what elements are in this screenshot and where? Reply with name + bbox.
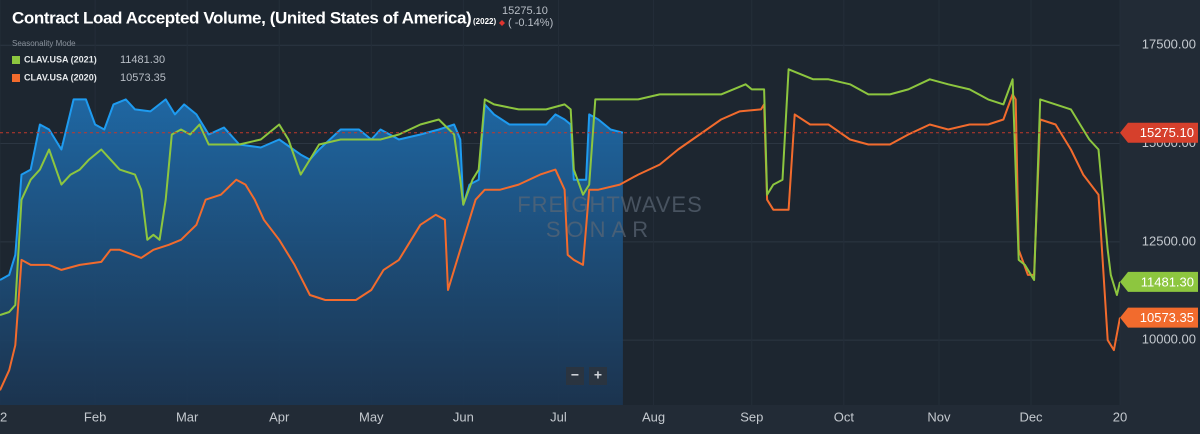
line — [0, 98, 624, 281]
legend-value: 11481.30 — [120, 54, 165, 66]
watermark: SONAR — [546, 217, 654, 242]
x-tick-label: Aug — [642, 409, 665, 424]
legend-label: CLAV.USA (2021) — [24, 54, 97, 64]
x-tick-label: Apr — [269, 409, 290, 424]
legend-swatch — [12, 74, 20, 82]
change-indicator — [499, 20, 505, 26]
x-tick-label: Mar — [176, 409, 199, 424]
x-tick-label: May — [359, 409, 384, 424]
x-tick-label: 20 — [1113, 409, 1127, 424]
x-tick-label: Sep — [740, 409, 763, 424]
zoom-in[interactable]: + — [594, 367, 602, 383]
change: ( -0.14%) — [508, 17, 553, 29]
current-value: 15275.10 — [502, 5, 548, 17]
value-tag-label: 10573.35 — [1140, 310, 1194, 325]
chart-title: Contract Load Accepted Volume, (United S… — [12, 8, 471, 27]
value-tag-label: 15275.10 — [1140, 125, 1194, 140]
y-tick-label: 12500.00 — [1142, 233, 1196, 248]
watermark: FREIGHTWAVES — [517, 192, 703, 217]
y-tick-label: 10000.00 — [1142, 332, 1196, 347]
legend-value: 10573.35 — [120, 72, 166, 84]
legend-swatch — [12, 56, 20, 64]
zoom-out[interactable]: − — [571, 367, 579, 383]
x-tick-label: 22 — [0, 409, 7, 424]
y-axis-panel — [1120, 0, 1200, 434]
x-tick-label: Jul — [550, 409, 567, 424]
zoom-in-button[interactable] — [589, 367, 607, 385]
value-tag-label: 11481.30 — [1141, 274, 1194, 289]
title-year: (2022) — [473, 17, 496, 26]
zoom-out-button[interactable] — [566, 367, 584, 385]
y-tick-label: 17500.00 — [1142, 37, 1196, 52]
value-tag — [1120, 307, 1198, 328]
x-tick-label: Dec — [1019, 409, 1043, 424]
area — [0, 99, 623, 405]
line — [0, 68, 1120, 317]
x-tick-label: Oct — [834, 409, 855, 424]
x-axis-panel — [0, 405, 1200, 434]
x-tick-label: Nov — [927, 409, 951, 424]
value-tag — [1120, 122, 1198, 143]
value-tag — [1120, 271, 1198, 292]
line — [0, 93, 1120, 391]
x-tick-label: Feb — [84, 409, 106, 424]
x-tick-label: Jun — [453, 409, 474, 424]
legend-label: CLAV.USA (2020) — [24, 72, 97, 82]
mode-label: Seasonality Mode — [12, 39, 76, 48]
